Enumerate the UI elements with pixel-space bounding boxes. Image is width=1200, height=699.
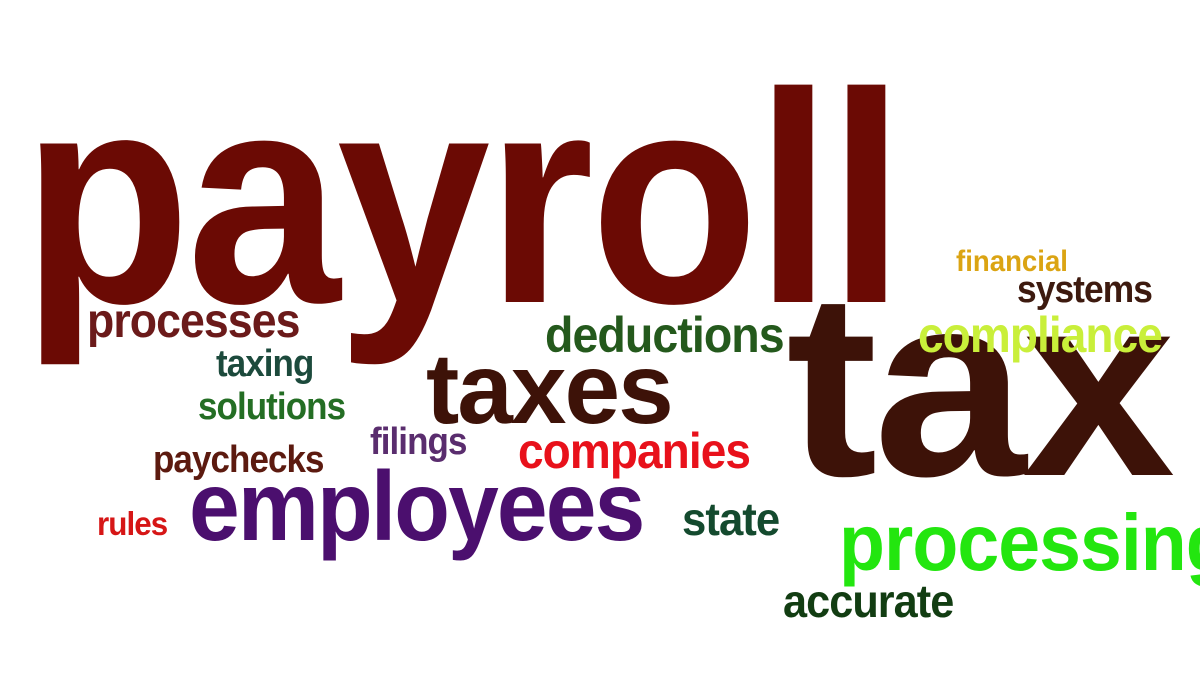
word-deductions: deductions: [545, 307, 785, 363]
word-compliance: compliance: [918, 307, 1163, 363]
word-rules: rules: [97, 505, 168, 542]
word-companies: companies: [518, 423, 751, 479]
word-state: state: [682, 493, 780, 545]
word-filings: filings: [370, 421, 467, 463]
word-paychecks: paychecks: [153, 439, 324, 481]
word-taxes: taxes: [426, 333, 674, 445]
word-taxing: taxing: [216, 343, 314, 385]
word-systems: systems: [1017, 269, 1153, 311]
word-solutions: solutions: [198, 386, 346, 428]
word-employees: employees: [189, 451, 645, 561]
word-tax: tax: [786, 238, 1175, 531]
word-payroll: payroll: [22, 30, 905, 366]
word-processing: processing: [839, 498, 1200, 587]
word-accurate: accurate: [783, 575, 954, 627]
word-financial: financial: [956, 245, 1068, 278]
word-processes: processes: [87, 295, 300, 348]
